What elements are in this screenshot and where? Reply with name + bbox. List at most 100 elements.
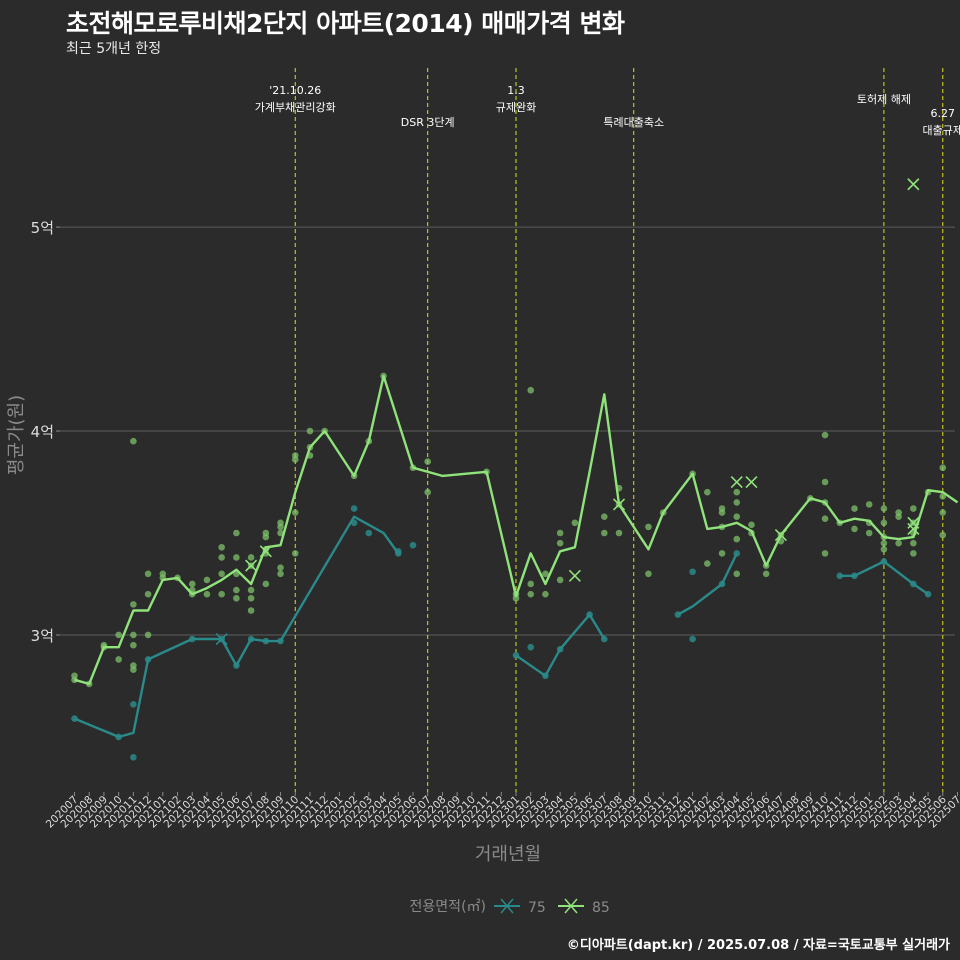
- point-85: [277, 570, 284, 578]
- x-marker-85: [259, 545, 272, 558]
- point-85: [424, 458, 432, 465]
- point-85: [571, 519, 579, 527]
- point-85: [733, 570, 741, 578]
- point-75: [350, 505, 358, 512]
- x-marker-85: [745, 475, 758, 489]
- point-85: [130, 641, 137, 649]
- y-tick-label: 5억: [31, 219, 54, 237]
- point-85: [203, 576, 211, 584]
- point-85: [130, 631, 137, 639]
- point-85: [247, 586, 255, 594]
- point-85: [821, 550, 829, 557]
- point-85: [556, 576, 564, 584]
- x-marker-75: [215, 632, 228, 646]
- point-85: [733, 499, 741, 506]
- legend: 전용면적(㎡) 75 85: [410, 898, 610, 916]
- x-marker-85: [730, 475, 743, 489]
- point-85: [247, 607, 255, 614]
- point-85: [306, 427, 314, 435]
- point-85: [645, 570, 652, 578]
- point-85: [115, 656, 122, 663]
- series-line-75: [839, 560, 929, 596]
- point-75: [130, 701, 137, 708]
- event-annotation: '21.10.26: [269, 84, 321, 97]
- legend-label-75: 75: [528, 900, 546, 916]
- point-85: [203, 590, 211, 598]
- point-85: [851, 505, 858, 512]
- point-75: [527, 643, 535, 651]
- point-85: [542, 590, 549, 598]
- point-85: [880, 505, 888, 512]
- point-85: [527, 580, 535, 588]
- point-85: [71, 672, 78, 680]
- point-85: [188, 580, 196, 588]
- point-75: [409, 541, 417, 549]
- point-85: [115, 631, 122, 639]
- point-85: [233, 529, 240, 537]
- point-85: [762, 570, 770, 578]
- point-85: [939, 531, 947, 539]
- point-85: [601, 529, 608, 537]
- legend-label-85: 85: [592, 900, 610, 916]
- point-85: [130, 601, 137, 608]
- point-85: [733, 513, 741, 520]
- point-85: [939, 464, 947, 472]
- point-85: [821, 515, 829, 523]
- point-85: [247, 554, 255, 561]
- point-85: [218, 554, 225, 561]
- event-annotation: 특례대출축소: [603, 116, 664, 129]
- x-marker-85: [612, 498, 626, 511]
- y-axis-label: 평균가(원): [6, 395, 27, 475]
- point-85: [218, 590, 225, 598]
- point-85: [865, 501, 873, 508]
- point-75: [689, 568, 696, 576]
- x-marker-85: [774, 528, 787, 542]
- legend-key-cross-85: [564, 898, 578, 914]
- x-marker-85: [245, 559, 258, 572]
- chart-subtitle: 최근 5개년 한정: [66, 41, 162, 57]
- gridlines: [60, 226, 955, 636]
- point-85: [233, 594, 240, 602]
- point-85: [218, 570, 225, 578]
- point-85: [277, 519, 284, 527]
- point-85: [247, 594, 255, 602]
- event-annotation: 대출규제: [923, 124, 960, 137]
- point-85: [718, 505, 726, 512]
- y-tick-label: 4억: [31, 423, 54, 441]
- point-85: [895, 539, 902, 547]
- point-85: [615, 529, 623, 537]
- point-85: [233, 586, 240, 594]
- event-annotation: 가계부채관리강화: [255, 101, 336, 114]
- series-line-85: [74, 374, 959, 686]
- point-75: [689, 635, 696, 643]
- source-caption: ©디아파트(dapt.kr) / 2025.07.08 / 자료=국토교통부 실…: [566, 938, 950, 953]
- point-75: [836, 572, 844, 580]
- point-85: [865, 529, 873, 537]
- point-85: [895, 509, 902, 516]
- point-85: [144, 590, 152, 598]
- point-85: [556, 539, 564, 547]
- point-85: [851, 525, 858, 533]
- point-85: [262, 580, 270, 588]
- point-85: [704, 560, 711, 567]
- point-85: [910, 550, 917, 557]
- point-85: [939, 509, 947, 516]
- x-marker-85: [907, 178, 920, 191]
- x-marker-85: [907, 516, 920, 529]
- point-85: [821, 431, 829, 439]
- legend-title: 전용면적(㎡): [410, 899, 486, 915]
- event-annotation: 6.27: [931, 107, 956, 120]
- legend-key-cross-75: [500, 898, 514, 914]
- point-85: [910, 539, 917, 547]
- series-line-75: [515, 613, 606, 677]
- point-85: [277, 564, 284, 571]
- point-85: [910, 505, 917, 512]
- point-85: [733, 535, 741, 543]
- point-85: [704, 488, 711, 496]
- point-85: [218, 543, 225, 551]
- point-85: [880, 546, 888, 553]
- x-marker-85: [907, 522, 920, 535]
